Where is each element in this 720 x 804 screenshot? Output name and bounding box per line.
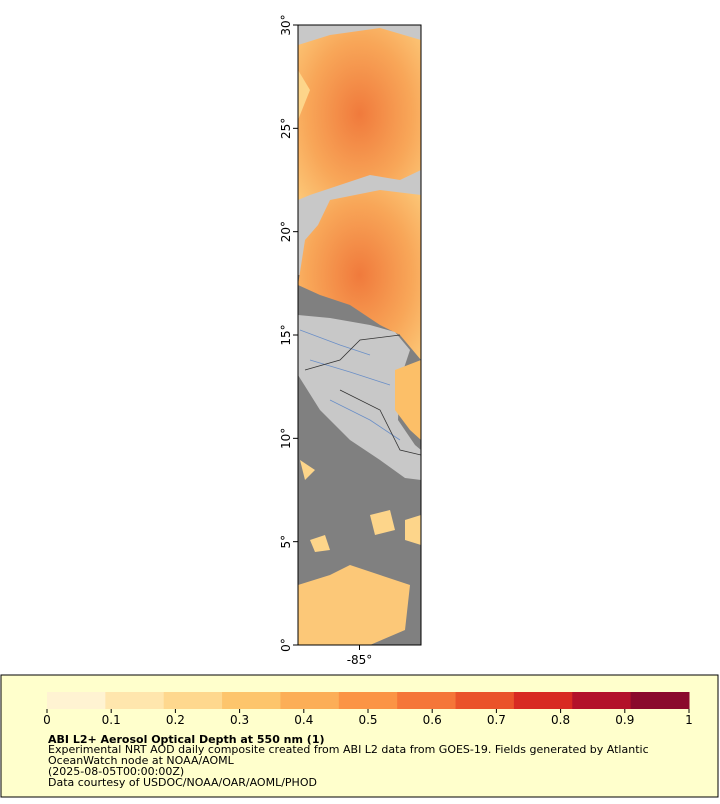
y-tick-label: 0° [279, 638, 293, 652]
y-tick-label: 20° [279, 221, 293, 242]
colorbar-tick-label: 0.5 [358, 713, 377, 727]
colorbar-tick-label: 0.1 [102, 713, 121, 727]
colorbar-swatch [572, 692, 632, 709]
colorbar-swatch [630, 692, 690, 709]
caption-line: OceanWatch node at NOAA/AOML [48, 754, 235, 767]
y-tick-label: 30° [279, 14, 293, 35]
caption-line: Experimental NRT AOD daily composite cre… [48, 743, 649, 756]
colorbar-tick-label: 0.4 [294, 713, 313, 727]
colorbar-swatch [455, 692, 515, 709]
colorbar-tick-label: 0.3 [230, 713, 249, 727]
y-tick-label: 15° [279, 324, 293, 345]
colorbar-swatch [222, 692, 281, 709]
y-tick-label: 25° [279, 118, 293, 139]
colorbar-tick-label: 1 [685, 713, 693, 727]
colorbar-swatch [105, 692, 165, 709]
colorbar-tick-label: 0.2 [166, 713, 185, 727]
colorbar-swatch [513, 692, 573, 709]
colorbar-swatch [397, 692, 457, 709]
colorbar-tick-label: 0.8 [551, 713, 570, 727]
y-tick-label: 5° [279, 535, 293, 549]
colorbar-swatch [163, 692, 223, 709]
x-tick-label: -85° [347, 653, 373, 667]
map-image [298, 25, 421, 645]
caption-title: ABI L2+ Aerosol Optical Depth at 550 nm … [48, 733, 325, 746]
colorbar-tick-label: 0 [43, 713, 51, 727]
colorbar-swatch [280, 692, 340, 709]
colorbar-tick-label: 0.6 [423, 713, 442, 727]
y-tick-label: 10° [279, 428, 293, 449]
caption-line: Data courtesy of USDOC/NOAA/OAR/AOML/PHO… [48, 776, 317, 789]
colorbar-swatch [338, 692, 398, 709]
colorbar-swatch [47, 692, 106, 709]
colorbar-tick-label: 0.9 [615, 713, 634, 727]
colorbar-tick-label: 0.7 [487, 713, 506, 727]
caption-line: (2025-08-05T00:00:00Z) [48, 765, 184, 778]
